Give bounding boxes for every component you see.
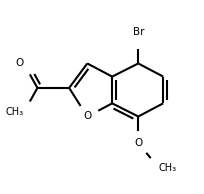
Text: O: O <box>16 58 24 68</box>
Text: Br: Br <box>133 27 144 37</box>
Text: O: O <box>83 112 91 121</box>
Text: CH₃: CH₃ <box>159 163 177 173</box>
Text: CH₃: CH₃ <box>6 107 24 117</box>
Text: O: O <box>134 138 142 148</box>
